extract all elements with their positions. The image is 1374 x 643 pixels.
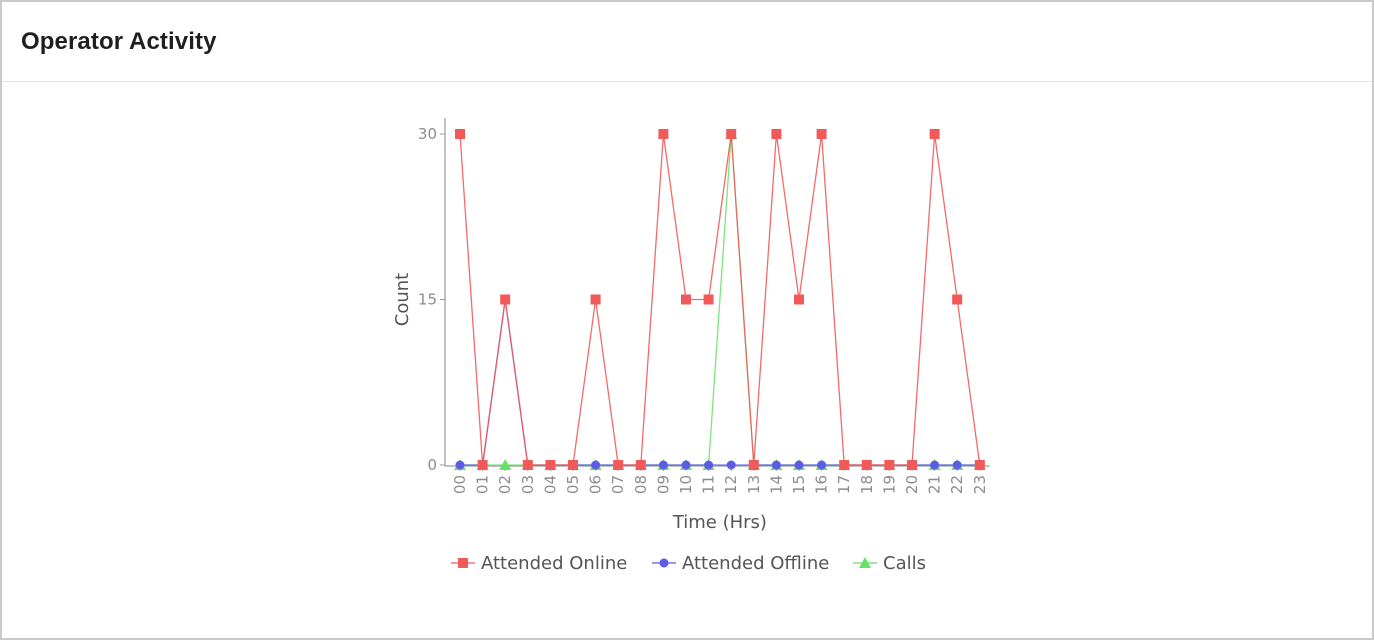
legend-marker (659, 558, 669, 568)
x-tick-label: 12 (722, 475, 740, 494)
y-tick-label: 0 (427, 456, 437, 474)
chart-legend: Attended Online Attended Offline Calls (451, 553, 926, 574)
data-point-attended-online (568, 460, 578, 470)
legend-item-calls: Calls (853, 553, 926, 574)
x-tick-label: 17 (835, 475, 853, 494)
y-tick-label: 30 (418, 125, 437, 143)
x-tick-label: 21 (926, 475, 944, 494)
y-axis-title: Count (392, 273, 413, 326)
data-point-attended-offline (455, 460, 465, 470)
chart-container: 0 15 30 00 01 02 03 04 05 06 07 08 09 10 11 12 13 14 15 16 1… (2, 84, 1372, 638)
x-tick-label: 08 (632, 475, 650, 494)
legend-marker (458, 558, 468, 568)
series-attended-online (455, 129, 985, 470)
data-point-attended-offline (681, 460, 691, 470)
data-point-attended-offline (591, 460, 601, 470)
data-point-attended-online (861, 460, 872, 470)
data-point-attended-online (522, 460, 533, 470)
data-point-attended-online (545, 460, 556, 470)
data-point-attended-offline (658, 460, 668, 470)
x-tick-label: 23 (971, 475, 989, 494)
data-point-attended-online (952, 294, 963, 305)
x-tick-label: 10 (677, 475, 695, 494)
data-point-attended-online (884, 460, 895, 470)
x-tick-label: 07 (609, 475, 627, 494)
series-attended-offline (455, 295, 985, 470)
legend-label: Attended Offline (682, 553, 829, 574)
legend-item-attended-online: Attended Online (451, 553, 627, 574)
x-tick-label: 00 (451, 475, 469, 494)
x-tick-label: 06 (587, 475, 605, 494)
x-tick-label: 14 (767, 475, 785, 494)
series-calls (454, 128, 986, 470)
data-point-attended-offline (726, 460, 736, 470)
data-point-attended-online (613, 460, 624, 470)
data-point-attended-online (974, 460, 985, 470)
data-point-attended-online (477, 460, 488, 470)
legend-label: Calls (883, 553, 926, 574)
data-point-attended-online (658, 129, 669, 139)
data-point-attended-online (726, 129, 737, 139)
data-point-attended-online (681, 294, 691, 305)
x-tick-label: 18 (858, 475, 876, 494)
data-point-attended-online (839, 460, 850, 470)
x-tick-label: 11 (700, 475, 718, 494)
data-point-attended-offline (771, 460, 781, 470)
series-line-calls (460, 133, 980, 466)
x-tick-label: 22 (948, 475, 966, 494)
x-tick-label: 16 (813, 475, 831, 494)
series-line-attended-offline (460, 299, 980, 466)
data-point-attended-online (455, 129, 465, 139)
data-point-attended-online (703, 294, 714, 305)
x-tick-label: 02 (496, 475, 514, 494)
data-point-attended-online (929, 129, 940, 139)
x-tick-label: 04 (541, 475, 559, 494)
data-point-calls (499, 459, 512, 470)
x-tick-label: 03 (519, 475, 537, 494)
data-point-attended-offline (794, 460, 804, 470)
legend-marker (859, 557, 871, 568)
data-point-attended-online (771, 129, 782, 139)
data-point-attended-offline (817, 460, 827, 470)
data-point-attended-online (748, 460, 759, 470)
x-tick-label: 19 (880, 475, 898, 494)
x-tick-label: 05 (564, 475, 582, 494)
chart-series (454, 128, 986, 470)
data-point-attended-offline (704, 460, 714, 470)
legend-item-attended-offline: Attended Offline (652, 553, 829, 574)
card-title: Operator Activity (21, 27, 217, 55)
data-point-attended-offline (930, 460, 940, 470)
x-tick-label: 09 (654, 475, 672, 494)
y-tick-label: 15 (418, 291, 437, 309)
data-point-attended-online (794, 294, 804, 305)
data-point-attended-online (500, 294, 511, 305)
x-axis-title: Time (Hrs) (672, 512, 767, 533)
card-header: Operator Activity (2, 2, 1372, 82)
data-point-attended-online (635, 460, 646, 470)
x-tick-label: 13 (745, 475, 763, 494)
data-point-attended-online (816, 129, 827, 139)
data-point-attended-online (907, 460, 917, 470)
x-tick-label: 15 (790, 475, 808, 494)
data-point-attended-offline (952, 460, 962, 470)
x-tick-label: 01 (474, 475, 492, 494)
x-tick-label: 20 (903, 475, 921, 494)
data-point-attended-online (590, 294, 601, 305)
legend-label: Attended Online (481, 553, 627, 574)
